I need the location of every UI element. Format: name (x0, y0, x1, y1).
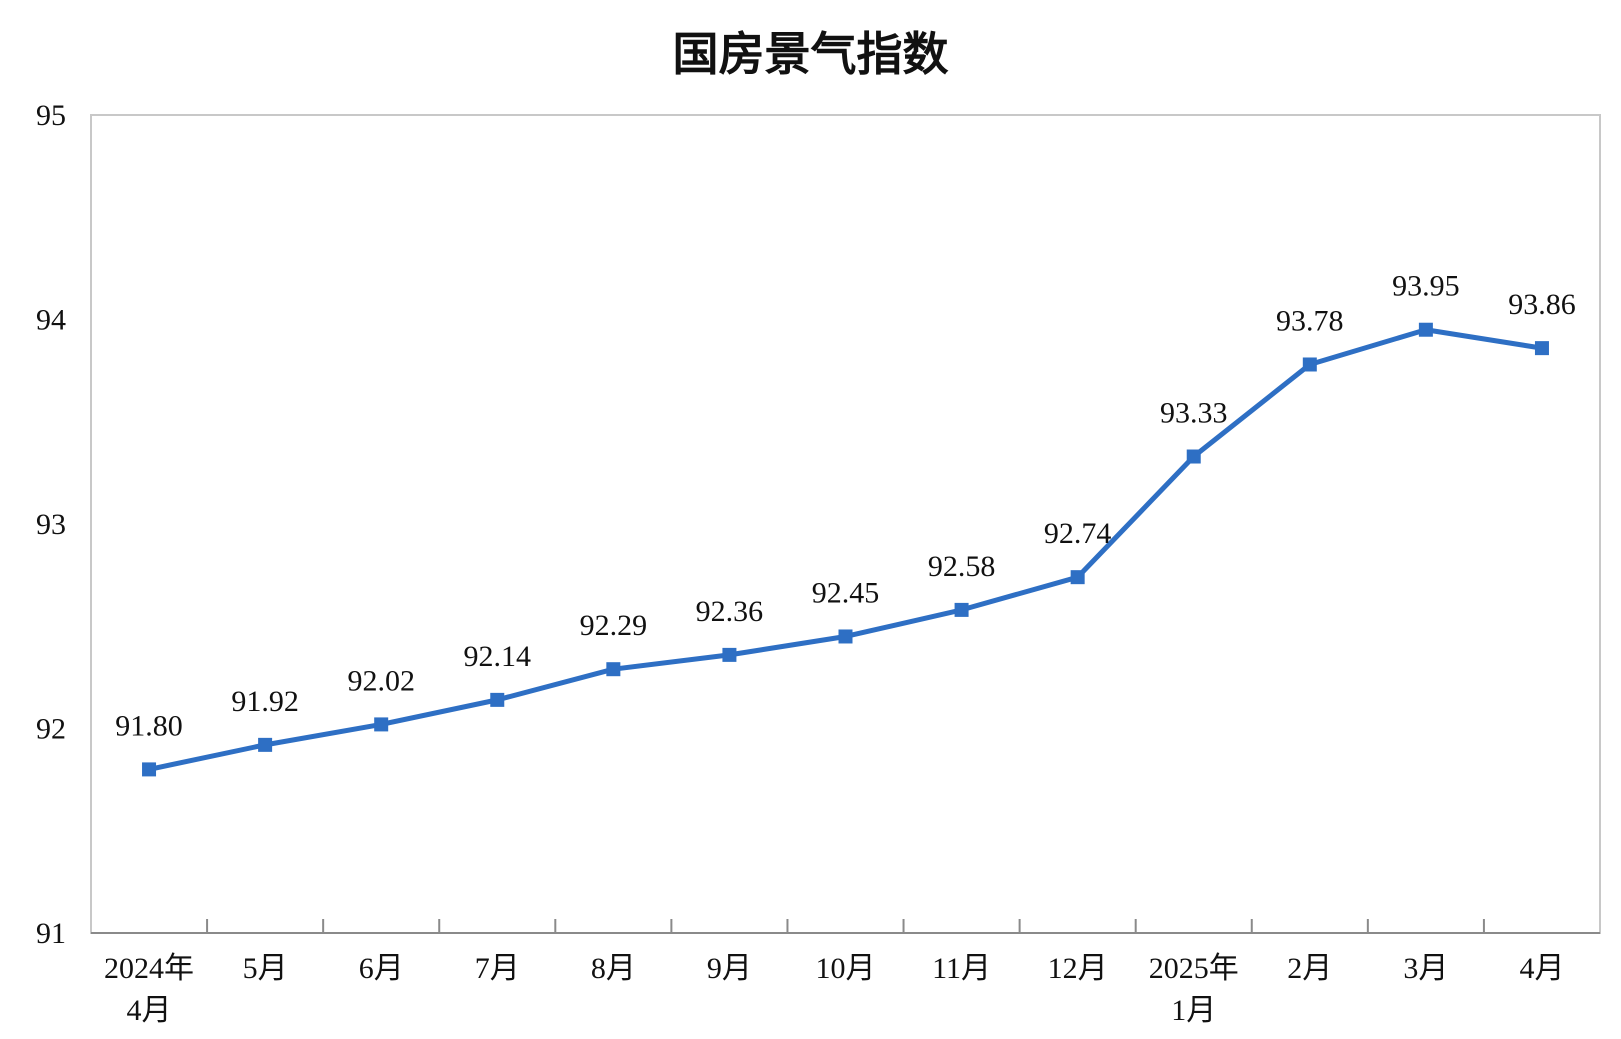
x-tick-label: 10月 (816, 952, 876, 985)
data-label: 92.45 (812, 576, 880, 609)
y-tick-label: 91 (36, 917, 66, 950)
x-tick-label: 3月 (1403, 952, 1448, 985)
x-tick-label: 7月 (475, 952, 520, 985)
data-point (374, 717, 389, 732)
x-tick-label: 2024年 4月 (104, 952, 194, 1027)
x-tick-label: 11月 (932, 952, 991, 985)
data-label: 92.36 (696, 595, 764, 628)
x-tick-label: 4月 (1519, 952, 1564, 985)
data-point (1302, 357, 1317, 372)
data-point (490, 692, 505, 707)
x-tick-label: 12月 (1048, 952, 1108, 985)
series-line (148, 327, 1543, 772)
y-tick-label: 92 (36, 713, 66, 746)
plot-frame (90, 114, 1601, 934)
y-tick-label: 93 (36, 508, 66, 541)
data-label: 93.86 (1508, 288, 1576, 321)
data-label: 93.33 (1160, 397, 1228, 430)
data-point (722, 647, 737, 662)
data-point (1418, 322, 1433, 337)
data-label: 92.02 (347, 664, 415, 697)
data-point (1534, 341, 1549, 356)
chart-title: 国房景气指数 (672, 27, 949, 81)
x-tick-label: 8月 (591, 952, 636, 985)
data-label: 92.14 (464, 640, 532, 673)
data-point (1070, 570, 1085, 585)
x-tick-label: 9月 (707, 952, 752, 985)
y-tick-label: 95 (36, 99, 66, 132)
data-label: 93.95 (1392, 270, 1460, 303)
data-point (142, 762, 157, 777)
data-label: 92.29 (580, 609, 648, 642)
data-point (838, 629, 853, 644)
y-tick-label: 94 (36, 304, 66, 337)
x-tick-label: 6月 (359, 952, 404, 985)
data-label: 91.92 (231, 685, 299, 718)
data-label: 91.80 (115, 709, 183, 742)
data-label: 92.74 (1044, 517, 1112, 550)
x-tick-label: 5月 (243, 952, 288, 985)
data-point (606, 662, 621, 677)
data-label: 92.58 (928, 550, 996, 583)
data-point (954, 602, 969, 617)
x-tick-label: 2025年 1月 (1149, 952, 1239, 1027)
data-point (258, 737, 273, 752)
data-point (1186, 449, 1201, 464)
data-label: 93.78 (1276, 304, 1344, 337)
x-tick-label: 2月 (1287, 952, 1332, 985)
